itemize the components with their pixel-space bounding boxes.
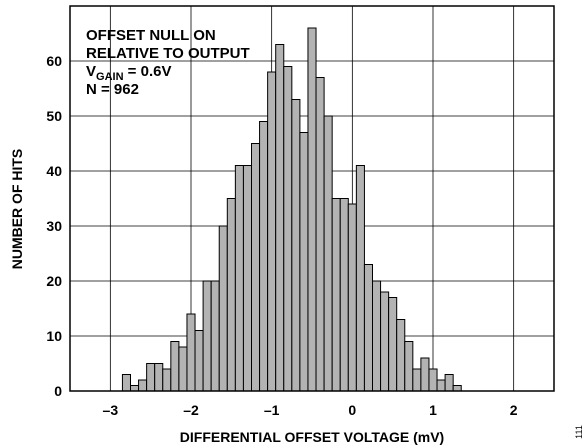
histogram-bar <box>202 280 212 392</box>
x-tick-label: –1 <box>264 402 280 418</box>
histogram-bar <box>259 121 269 392</box>
x-axis-title: DIFFERENTIAL OFFSET VOLTAGE (mV) <box>180 429 444 445</box>
histogram-bar <box>323 115 333 392</box>
annotation-vgain-v: V <box>86 63 96 80</box>
annotation-line-1: OFFSET NULL ON <box>86 27 216 44</box>
x-tick-label: –2 <box>183 402 199 418</box>
histogram-bar <box>331 198 341 392</box>
y-tick-label: 10 <box>46 328 62 344</box>
x-tick-label: 2 <box>510 402 518 418</box>
y-tick-label: 30 <box>46 218 62 234</box>
x-axis-ticks: –3 –2 –1 0 1 2 <box>103 402 518 418</box>
y-axis-title: NUMBER OF HITS <box>9 149 25 270</box>
histogram-bar <box>251 143 261 392</box>
histogram-bar <box>226 198 236 392</box>
histogram-bar <box>388 297 398 392</box>
histogram-bar <box>242 165 253 392</box>
annotation-box: OFFSET NULL ON RELATIVE TO OUTPUT VGAIN … <box>86 27 250 98</box>
histogram-bar <box>275 44 285 392</box>
y-tick-label: 40 <box>46 163 62 179</box>
histogram-bar <box>380 291 390 392</box>
histogram-bar <box>428 368 438 392</box>
histogram-bar <box>178 346 188 392</box>
annotation-vgain-value: = 0.6V <box>124 63 172 80</box>
histogram-bar <box>347 203 357 392</box>
histogram-bar <box>194 330 204 392</box>
histogram-bar <box>444 374 454 392</box>
histogram-bar <box>170 341 180 392</box>
histogram-bar <box>186 313 196 392</box>
y-tick-label: 0 <box>54 383 62 399</box>
histogram-bar <box>420 357 430 392</box>
figure-id: 111 <box>574 425 584 439</box>
histogram-bar <box>234 165 244 392</box>
bars <box>121 27 462 392</box>
histogram-bar <box>291 99 301 392</box>
histogram-bar <box>130 385 140 392</box>
histogram-bar <box>121 374 132 392</box>
histogram-bar <box>283 66 293 392</box>
plot-frame <box>69 5 555 392</box>
histogram-bar <box>138 379 148 392</box>
histogram-bar <box>355 165 365 392</box>
y-tick-label: 50 <box>46 108 62 124</box>
histogram-bar <box>307 27 317 392</box>
annotation-vgain-sub: GAIN <box>96 71 124 83</box>
histogram-bar <box>299 132 309 392</box>
histogram-bar <box>267 71 277 392</box>
histogram-bar <box>452 385 462 392</box>
annotation-line-2: RELATIVE TO OUTPUT <box>86 45 250 62</box>
histogram-bar <box>218 225 228 392</box>
histogram-bar <box>372 280 382 392</box>
histogram-bar <box>339 198 349 392</box>
y-tick-label: 20 <box>46 273 62 289</box>
histogram-bar <box>412 368 422 392</box>
histogram-bar <box>146 363 156 392</box>
annotation-line-3: VGAIN = 0.6V <box>86 63 171 83</box>
histogram-bar <box>404 341 414 392</box>
y-tick-label: 60 <box>46 53 62 69</box>
x-tick-label: 1 <box>429 402 437 418</box>
histogram-bar <box>162 368 172 392</box>
y-axis-ticks: 0 10 20 30 40 50 60 <box>46 53 62 399</box>
histogram-bar <box>154 363 164 392</box>
histogram-bar <box>315 77 325 392</box>
annotation-line-4: N = 962 <box>86 81 139 98</box>
x-tick-label: 0 <box>348 402 356 418</box>
histogram-bar <box>396 319 406 392</box>
histogram-bar <box>210 280 220 392</box>
x-tick-label: –3 <box>103 402 119 418</box>
histogram-bar <box>436 379 446 392</box>
histogram-bar <box>363 264 373 392</box>
